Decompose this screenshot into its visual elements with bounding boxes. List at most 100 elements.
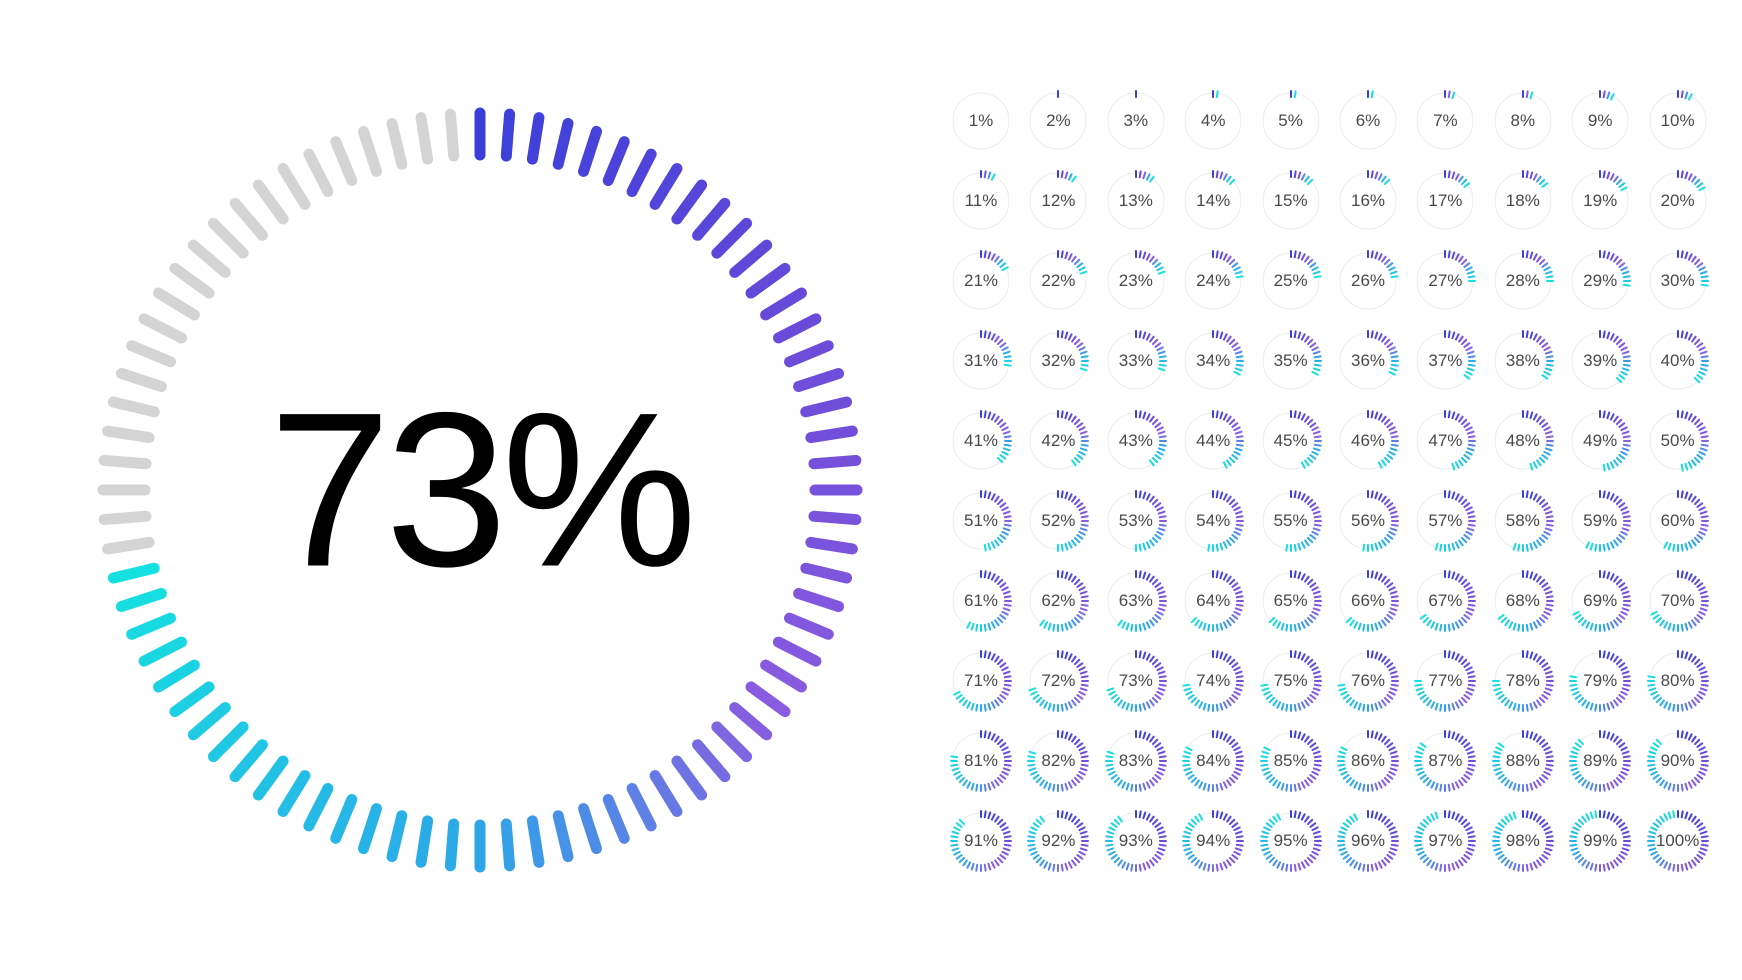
percent-cell: 28% [1492,250,1554,312]
cell-percent-label: 3% [1124,111,1149,131]
cell-percent-label: 2% [1046,111,1071,131]
cell-percent-label: 46% [1351,431,1385,451]
cell-percent-label: 32% [1041,351,1075,371]
cell-percent-label: 8% [1511,111,1536,131]
cell-percent-label: 91% [964,831,998,851]
percent-cell: 64% [1182,570,1244,632]
percent-cell: 20% [1647,170,1709,232]
cell-percent-label: 86% [1351,751,1385,771]
percent-cell: 38% [1492,330,1554,392]
percent-cell: 87% [1414,730,1476,792]
percent-cell: 7% [1414,90,1476,152]
cell-percent-label: 99% [1583,831,1617,851]
percent-cell: 81% [950,730,1012,792]
percent-grid: 1%2%3%4%5%6%7%8%9%10%11%12%13%14%15%16%1… [950,90,1710,872]
percent-cell: 73% [1105,650,1167,712]
percent-cell: 47% [1414,410,1476,472]
cell-percent-label: 27% [1428,271,1462,291]
percent-cell: 70% [1647,570,1709,632]
cell-percent-label: 53% [1119,511,1153,531]
percent-cell: 17% [1414,170,1476,232]
percent-cell: 58% [1492,490,1554,552]
percent-cell: 11% [950,170,1012,232]
percent-cell: 13% [1105,170,1167,232]
cell-percent-label: 81% [964,751,998,771]
percent-cell: 69% [1569,570,1631,632]
percent-cell: 98% [1492,810,1554,872]
percent-cell: 88% [1492,730,1554,792]
percent-cell: 56% [1337,490,1399,552]
cell-percent-label: 93% [1119,831,1153,851]
percent-cell: 67% [1414,570,1476,632]
percent-cell: 25% [1260,250,1322,312]
cell-percent-label: 66% [1351,591,1385,611]
cell-percent-label: 84% [1196,751,1230,771]
cell-percent-label: 97% [1428,831,1462,851]
cell-percent-label: 83% [1119,751,1153,771]
percent-cell: 33% [1105,330,1167,392]
percent-cell: 45% [1260,410,1322,472]
percent-cell: 32% [1027,330,1089,392]
cell-percent-label: 98% [1506,831,1540,851]
percent-cell: 65% [1260,570,1322,632]
percent-cell: 9% [1569,90,1631,152]
cell-percent-label: 51% [964,511,998,531]
percent-cell: 12% [1027,170,1089,232]
percent-cell: 60% [1647,490,1709,552]
percent-cell: 15% [1260,170,1322,232]
cell-percent-label: 57% [1428,511,1462,531]
percent-cell: 35% [1260,330,1322,392]
cell-percent-label: 54% [1196,511,1230,531]
percent-cell: 43% [1105,410,1167,472]
cell-percent-label: 68% [1506,591,1540,611]
percent-cell: 3% [1105,90,1167,152]
cell-percent-label: 10% [1661,111,1695,131]
cell-percent-label: 50% [1661,431,1695,451]
percent-cell: 52% [1027,490,1089,552]
cell-percent-label: 12% [1041,191,1075,211]
cell-percent-label: 62% [1041,591,1075,611]
percent-cell: 24% [1182,250,1244,312]
cell-percent-label: 79% [1583,671,1617,691]
cell-percent-label: 60% [1661,511,1695,531]
cell-percent-label: 44% [1196,431,1230,451]
percent-cell: 94% [1182,810,1244,872]
cell-percent-label: 35% [1274,351,1308,371]
cell-percent-label: 17% [1428,191,1462,211]
cell-percent-label: 41% [964,431,998,451]
cell-percent-label: 42% [1041,431,1075,451]
percent-cell: 34% [1182,330,1244,392]
percent-cell: 49% [1569,410,1631,472]
percent-cell: 39% [1569,330,1631,392]
cell-percent-label: 80% [1661,671,1695,691]
percent-cell: 46% [1337,410,1399,472]
percent-cell: 6% [1337,90,1399,152]
cell-percent-label: 69% [1583,591,1617,611]
percent-cell: 16% [1337,170,1399,232]
percent-cell: 92% [1027,810,1089,872]
cell-percent-label: 77% [1428,671,1462,691]
percent-cell: 55% [1260,490,1322,552]
cell-percent-label: 45% [1274,431,1308,451]
percent-cell: 5% [1260,90,1322,152]
cell-percent-label: 88% [1506,751,1540,771]
cell-percent-label: 21% [964,271,998,291]
cell-percent-label: 18% [1506,191,1540,211]
percent-cell: 72% [1027,650,1089,712]
cell-percent-label: 55% [1274,511,1308,531]
cell-percent-label: 33% [1119,351,1153,371]
percent-cell: 54% [1182,490,1244,552]
cell-percent-label: 74% [1196,671,1230,691]
cell-percent-label: 92% [1041,831,1075,851]
cell-percent-label: 22% [1041,271,1075,291]
percent-cell: 68% [1492,570,1554,632]
cell-percent-label: 67% [1428,591,1462,611]
cell-percent-label: 49% [1583,431,1617,451]
cell-percent-label: 63% [1119,591,1153,611]
percent-cell: 71% [950,650,1012,712]
cell-percent-label: 1% [969,111,994,131]
cell-percent-label: 6% [1356,111,1381,131]
percent-cell: 100% [1647,810,1709,872]
percent-cell: 76% [1337,650,1399,712]
cell-percent-label: 70% [1661,591,1695,611]
